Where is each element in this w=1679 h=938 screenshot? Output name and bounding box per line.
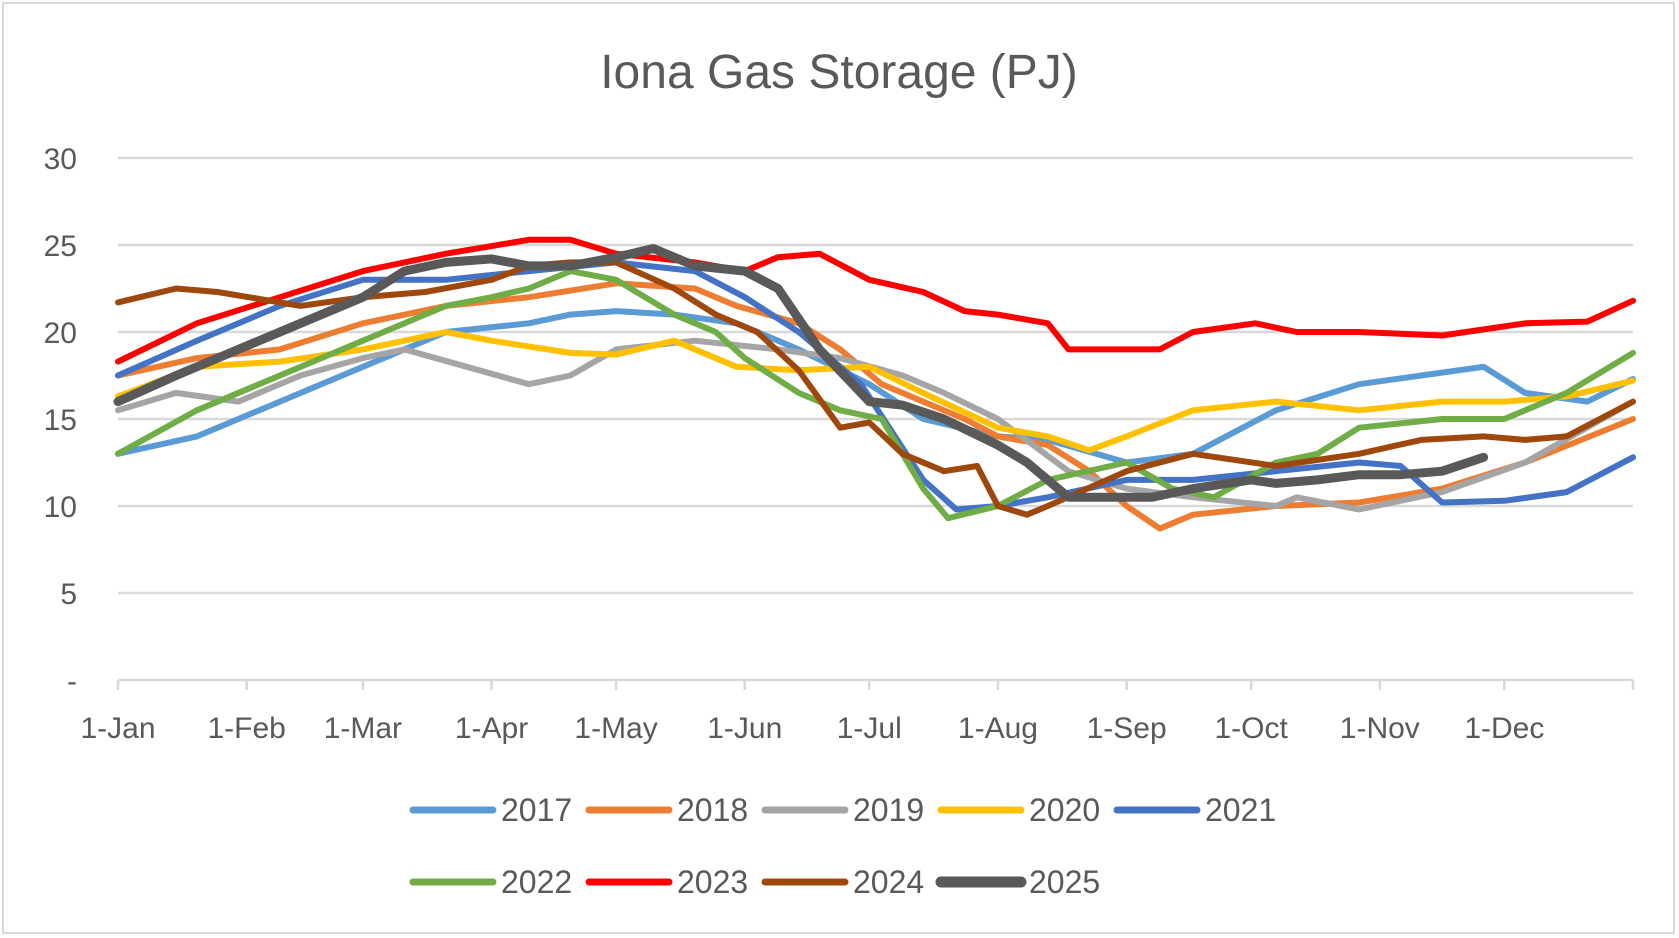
legend-label-2017: 2017 [501, 792, 572, 828]
x-tick-label: 1-Jul [837, 712, 902, 745]
legend-label-2019: 2019 [853, 792, 924, 828]
y-tick-label: - [67, 665, 77, 698]
x-tick-label: 1-Nov [1340, 712, 1420, 745]
x-tick-label: 1-Aug [958, 712, 1038, 745]
x-tick-label: 1-Jan [80, 712, 155, 745]
legend: 2017 2018 2019 2020 2021 2022 2023 2024 2025 [409, 792, 1276, 900]
legend-label-2018: 2018 [677, 792, 748, 828]
series-line-2020 [115, 329, 1636, 454]
x-tick-label: 1-Oct [1214, 712, 1288, 745]
series-line-2023 [115, 236, 1636, 365]
x-axis: 1-Jan 1-Feb 1-Mar 1-Apr 1-May 1-Jun 1-Jul 1-Aug… [80, 678, 1635, 745]
y-tick-label: 10 [44, 491, 77, 524]
series-line-2019 [115, 337, 1636, 513]
x-tick-label: 1-Sep [1087, 712, 1167, 745]
series-line-2022 [115, 268, 1636, 522]
y-axis-ticks: - 5 10 15 20 25 30 [44, 143, 77, 698]
y-tick-label: 30 [44, 143, 77, 176]
y-tick-label: 20 [44, 317, 77, 350]
y-tick-label: 15 [44, 404, 77, 437]
legend-label-2020: 2020 [1029, 792, 1100, 828]
legend-label-2024: 2024 [853, 864, 924, 900]
legend-label-2025: 2025 [1029, 864, 1100, 900]
chart-title: Iona Gas Storage (PJ) [600, 46, 1078, 99]
x-tick-label: 1-Dec [1464, 712, 1544, 745]
x-tick-label: 1-Apr [455, 712, 528, 745]
legend-label-2023: 2023 [677, 864, 748, 900]
x-tick-label: 1-Feb [207, 712, 285, 745]
plot-area [113, 236, 1636, 532]
x-tick-label: 1-Mar [324, 712, 402, 745]
y-tick-label: 25 [44, 230, 77, 263]
legend-label-2022: 2022 [501, 864, 572, 900]
y-tick-label: 5 [60, 578, 77, 611]
legend-label-2021: 2021 [1205, 792, 1276, 828]
x-tick-label: 1-Jun [707, 712, 782, 745]
x-tick-label: 1-May [574, 712, 657, 745]
series-line-2024 [115, 259, 1636, 518]
series-line-2025 [113, 244, 1489, 502]
